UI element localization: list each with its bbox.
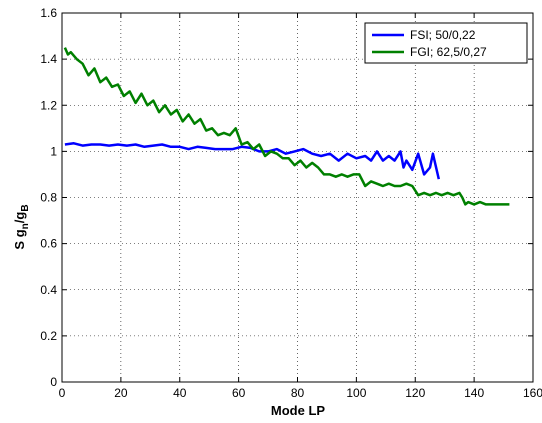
legend-label-fsi: FSI; 50/0,22 [410,28,476,42]
y-axis-title-sub1: n [20,223,31,229]
x-tick-label: 60 [232,386,246,400]
legend-label-fgi: FGI; 62,5/0,27 [410,45,487,59]
x-tick-label: 0 [59,386,66,400]
series-line-fgi [63,47,510,206]
y-tick-label: 1.4 [40,52,57,66]
y-axis-title-sub2: B [20,204,31,211]
y-tick-label: 0.8 [40,191,57,205]
legend-box [364,22,528,64]
x-tick-label: 40 [173,386,187,400]
y-axis-title: S gn/gB [12,204,31,249]
x-tick-label: 100 [346,386,366,400]
grid [62,13,533,382]
x-tick-label: 80 [291,386,305,400]
x-tick-label: 120 [405,386,425,400]
series-line-fsi [64,142,441,180]
x-tick-label: 160 [523,386,542,400]
y-tick-label: 1.6 [40,6,57,20]
axes [61,12,534,383]
y-tick-label: 0.2 [40,329,57,343]
y-axis-title-main: S g [12,229,27,249]
x-axis-title: Mode LP [271,403,325,418]
y-tick-label: 1 [50,144,57,158]
x-tick-label: 20 [114,386,128,400]
series-lines [63,47,510,206]
y-axis-title-mid: /g [12,212,27,224]
tick-labels: 0 20 40 60 80 100 120 140 160 0 0.2 0.4 0.6 0.8 1 1.2 1.… [40,6,542,400]
x-tick-label: 140 [464,386,484,400]
y-tick-label: 0 [50,375,57,389]
y-tick-label: 1.2 [40,98,57,112]
y-tick-label: 0.6 [40,237,57,251]
legend: FSI; 50/0,22 FGI; 62,5/0,27 [364,22,528,64]
y-tick-label: 0.4 [40,283,57,297]
